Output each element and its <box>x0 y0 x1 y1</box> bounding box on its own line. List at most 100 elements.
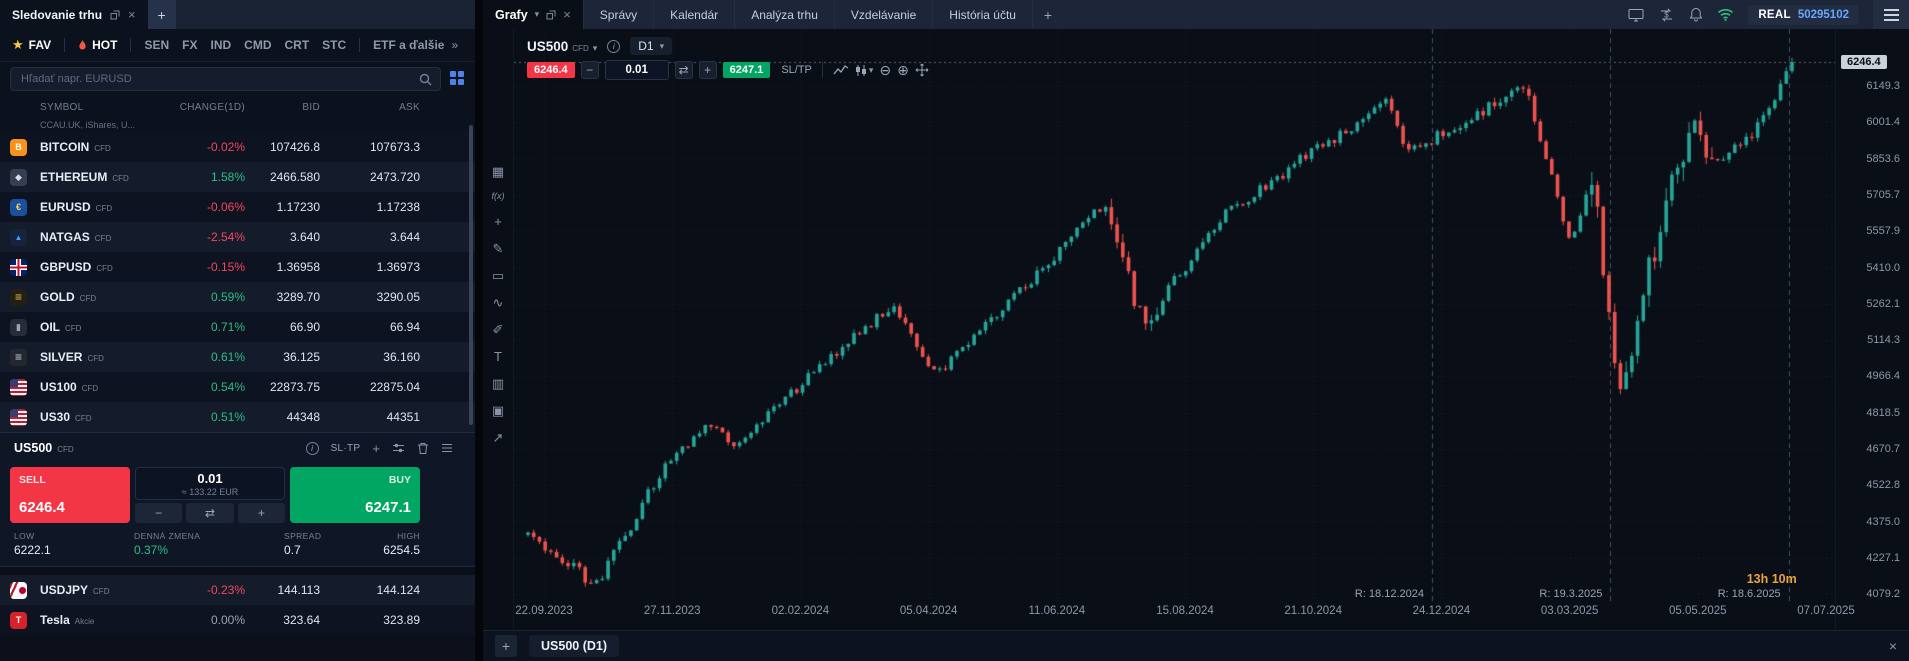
candle-chart-mode-icon[interactable]: ▾ <box>855 64 873 77</box>
zoom-in-icon[interactable]: ⊕ <box>897 62 909 78</box>
filter-tab-label: FX <box>182 38 198 52</box>
tab-market-watch[interactable]: Sledovanie trhu × <box>0 0 148 29</box>
transfer-icon[interactable]: $ <box>1658 7 1675 22</box>
watchlist-row-us100[interactable]: US100 CFD 0.54% 22873.75 22875.04 <box>0 372 475 402</box>
instrument-type-badge: CFD <box>93 587 110 596</box>
info-icon[interactable]: i <box>305 441 319 455</box>
sell-button[interactable]: SELL 6246.4 <box>10 467 130 523</box>
volume-increase-button[interactable]: + <box>698 61 717 79</box>
layers-icon[interactable]: ▣ <box>491 403 505 418</box>
pencil-icon[interactable]: ✎ <box>492 241 504 256</box>
watchlist-scrollbar[interactable] <box>469 120 473 641</box>
watchlist-row-gbpusd[interactable]: GBPUSD CFD -0.15% 1.36958 1.36973 <box>0 252 475 282</box>
col-bid[interactable]: BID <box>302 102 320 113</box>
bell-icon[interactable] <box>1689 7 1703 22</box>
filter-tab-crt[interactable]: CRT <box>284 38 309 52</box>
close-tab-icon[interactable]: × <box>563 7 571 22</box>
volume-swap-button[interactable]: ⇄ <box>186 503 234 523</box>
tab-historia-uctu[interactable]: História účtu <box>933 0 1033 29</box>
add-tab-button[interactable]: + <box>147 0 176 29</box>
change-1d: -0.02% <box>206 140 245 154</box>
timeframe-selector[interactable]: D1 ▾ <box>630 37 673 55</box>
indicators-icon[interactable]: ▥ <box>491 376 505 391</box>
line-chart-mode-icon[interactable] <box>833 64 849 76</box>
chart-tab-bar: + US500 (D1) × <box>483 630 1909 661</box>
volume-increase-button[interactable]: + <box>237 503 285 523</box>
volume-display[interactable]: 0.01 ≈ 133.22 EUR <box>135 467 285 500</box>
add-tab-button[interactable]: + <box>1043 6 1053 23</box>
col-change[interactable]: CHANGE(1D) <box>179 102 245 113</box>
tab-spravy[interactable]: Správy <box>582 0 655 29</box>
price-axis[interactable]: 6246.4 6149.3 6001.4 5853.6 5705.7 5557.9 5410… <box>1835 29 1909 630</box>
close-tab-icon[interactable]: × <box>128 7 136 22</box>
chart-symbol[interactable]: US500 CFD ▾ <box>527 38 598 54</box>
filter-tab-sen[interactable]: SEN <box>144 38 169 52</box>
volume-decrease-button[interactable]: − <box>580 61 599 79</box>
scrollbar-thumb[interactable] <box>469 125 473 425</box>
filter-tab-ind[interactable]: IND <box>210 38 231 52</box>
grid-view-icon[interactable] <box>450 71 465 86</box>
info-icon[interactable]: i <box>607 39 621 53</box>
volume-decrease-button[interactable]: − <box>135 503 183 523</box>
account-badge[interactable]: REAL 50295102 <box>1748 4 1859 25</box>
price-chart-canvas[interactable] <box>514 29 1835 661</box>
zigzag-icon[interactable]: ∿ <box>492 295 504 310</box>
chart-sell-price-chip[interactable]: 6246.4 <box>527 62 575 78</box>
buy-button[interactable]: BUY 6247.1 <box>290 467 420 523</box>
monitor-icon[interactable] <box>1628 8 1644 22</box>
filter-tab-fav[interactable]: ★ FAV <box>12 37 51 53</box>
y-axis-label: 5410.0 <box>1866 261 1900 274</box>
add-chart-button[interactable]: + <box>495 635 517 657</box>
sltp-toggle[interactable]: SL/TP <box>781 64 812 76</box>
tab-kalendar[interactable]: Kalendár <box>654 0 736 29</box>
sltp-label[interactable]: SL·TP <box>330 442 361 454</box>
filter-tab-etf-a-dalsie[interactable]: ETF a ďalšie » <box>373 38 458 52</box>
col-ask[interactable]: ASK <box>399 102 420 113</box>
popout-icon[interactable] <box>546 10 556 20</box>
add-order-icon[interactable]: + <box>372 440 380 456</box>
popout-icon[interactable] <box>110 10 120 20</box>
filter-tab-stc[interactable]: STC <box>322 38 346 52</box>
close-chart-icon[interactable]: × <box>1888 638 1897 654</box>
chart-tab[interactable]: US500 (D1) <box>529 635 619 657</box>
trash-icon[interactable] <box>417 442 429 455</box>
search-input[interactable] <box>10 66 441 91</box>
watchlist-row-usdjpy[interactable]: USDJPY CFD -0.23% 144.113 144.124 <box>0 575 475 605</box>
usjpy-icon <box>10 581 27 599</box>
watchlist-row-us30[interactable]: US30 CFD 0.51% 44348 44351 <box>0 402 475 432</box>
search-icon <box>419 73 432 85</box>
add-symbol-icon[interactable]: + <box>494 214 502 229</box>
shapes-icon[interactable]: ▭ <box>491 268 505 283</box>
tab-charts[interactable]: Grafy ▾ × <box>483 0 583 29</box>
brush-icon[interactable]: ✐ <box>492 322 504 337</box>
filter-tab-hot[interactable]: HOT <box>78 38 117 52</box>
tab-analyza-trhu[interactable]: Analýza trhu <box>735 0 835 29</box>
change-1d: 0.61% <box>210 350 245 364</box>
volume-swap-button[interactable]: ⇄ <box>674 61 693 79</box>
zoom-out-icon[interactable]: ⊖ <box>879 62 892 78</box>
pan-icon[interactable] <box>915 63 929 77</box>
share-icon[interactable]: ↗ <box>492 430 504 445</box>
filter-tab-cmd[interactable]: CMD <box>244 38 271 52</box>
text-tool-icon[interactable]: T <box>494 349 502 364</box>
volume-input[interactable]: 0.01 <box>604 60 669 80</box>
sliders-icon[interactable] <box>392 442 405 454</box>
functions-icon[interactable]: f(x) <box>491 191 505 201</box>
menu-icon[interactable] <box>1873 0 1909 29</box>
chart-buy-price-chip[interactable]: 6247.1 <box>722 62 771 78</box>
col-symbol[interactable]: SYMBOL <box>40 102 84 113</box>
filter-tab-fx[interactable]: FX <box>182 38 197 52</box>
market-depth-icon[interactable]: ▦ <box>491 164 505 179</box>
list-icon[interactable] <box>441 443 453 453</box>
expanded-header[interactable]: US500 CFD i SL·TP + <box>0 433 475 463</box>
tab-vzdelavanie[interactable]: Vzdelávanie <box>835 0 934 29</box>
x-axis-label: 05.04.2024 <box>899 605 958 617</box>
